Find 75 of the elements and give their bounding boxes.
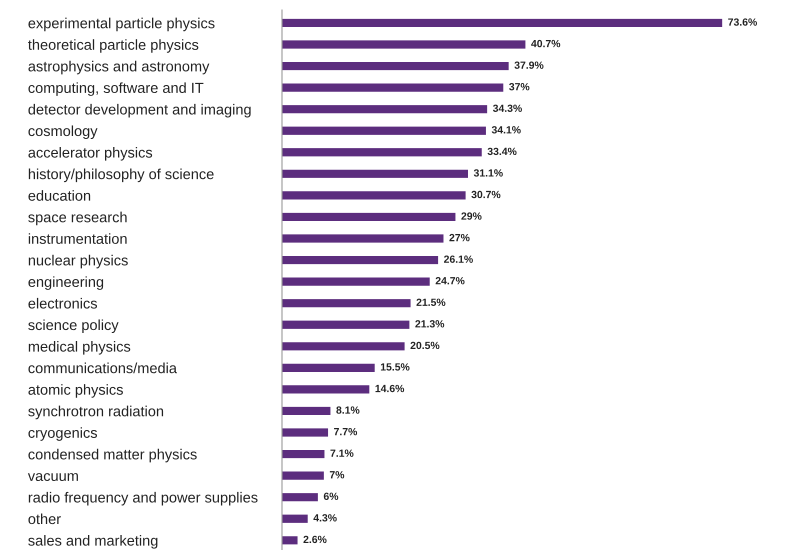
data-label: 7.7% <box>334 428 358 436</box>
bar <box>282 62 509 70</box>
data-label: 21.3% <box>415 320 444 328</box>
y-tick-label: detector development and imaging <box>28 104 251 118</box>
data-label: 15.5% <box>380 363 410 371</box>
bar <box>282 84 504 92</box>
bar <box>282 364 375 372</box>
data-label: 30.7% <box>471 190 500 198</box>
y-tick-label: sales and marketing <box>28 535 158 549</box>
bar <box>282 450 324 458</box>
bar <box>282 385 370 394</box>
data-label: 40.7% <box>531 40 560 48</box>
y-tick-label: experimental particle physics <box>28 18 215 32</box>
y-tick-label: condensed matter physics <box>28 448 197 462</box>
bar <box>282 18 722 28</box>
y-tick-label: medical physics <box>28 341 130 355</box>
bar <box>282 105 488 114</box>
bar <box>282 234 444 243</box>
y-tick-label: communications/media <box>28 362 177 374</box>
data-label: 34.1% <box>492 126 521 134</box>
y-tick-label: atomic physics <box>28 384 123 398</box>
data-label: 21.5% <box>416 298 446 306</box>
y-tick-label: history/philosophy of science <box>28 168 214 182</box>
data-label: 4.3% <box>313 514 337 522</box>
data-label: 34.3% <box>492 104 522 112</box>
data-label: 14.6% <box>376 384 404 392</box>
data-label: 31.1% <box>474 169 503 177</box>
bar <box>282 256 438 264</box>
data-label: 37% <box>509 83 530 90</box>
y-tick-label: nuclear physics <box>28 254 128 268</box>
y-tick-label: science policy <box>28 319 119 334</box>
data-label: 24.7% <box>436 277 465 284</box>
bar <box>282 406 330 416</box>
y-tick-label: radio frequency and power supplies <box>28 492 258 506</box>
bar <box>282 212 456 222</box>
data-label: 20.5% <box>410 342 440 350</box>
y-tick-label: instrumentation <box>28 233 127 244</box>
bar <box>282 299 411 308</box>
y-tick-label: computing, software and IT <box>28 82 204 96</box>
y-tick-label: other <box>28 513 61 524</box>
y-tick-label: vacuum <box>28 473 78 482</box>
y-tick-label: cosmology <box>28 125 98 140</box>
bar <box>282 170 468 178</box>
bar <box>282 191 466 200</box>
y-tick-label: electronics <box>28 298 98 309</box>
y-tick-label: cryogenics <box>28 427 98 441</box>
bar <box>282 148 482 156</box>
y-tick-label: accelerator physics <box>28 146 152 161</box>
bar <box>282 320 410 329</box>
data-label: 26.1% <box>444 255 473 263</box>
bar <box>282 472 324 480</box>
bar <box>282 278 430 286</box>
data-label: 7.1% <box>330 450 354 457</box>
data-label: 2.6% <box>303 536 327 544</box>
bar <box>282 514 308 523</box>
data-label: 6% <box>324 492 338 500</box>
bar <box>282 428 328 437</box>
y-tick-label: theoretical particle physics <box>28 39 198 53</box>
y-tick-label: engineering <box>28 276 104 290</box>
y-tick-label: astrophysics and astronomy <box>28 60 210 74</box>
y-tick-label: space research <box>28 212 127 226</box>
data-label: 27% <box>449 234 470 242</box>
bar <box>282 536 298 544</box>
data-label: 7% <box>330 471 344 478</box>
bar <box>282 126 486 135</box>
bar <box>282 493 318 502</box>
y-tick-label: synchrotron radiation <box>28 406 164 420</box>
y-tick-label: education <box>28 190 90 201</box>
data-label: 8.1% <box>336 406 360 414</box>
data-label: 29% <box>461 212 482 220</box>
bar <box>282 40 526 49</box>
bar <box>282 342 405 350</box>
data-label: 33.4% <box>488 148 517 156</box>
data-label: 37.9% <box>514 61 544 69</box>
data-label: 73.6% <box>728 18 757 26</box>
